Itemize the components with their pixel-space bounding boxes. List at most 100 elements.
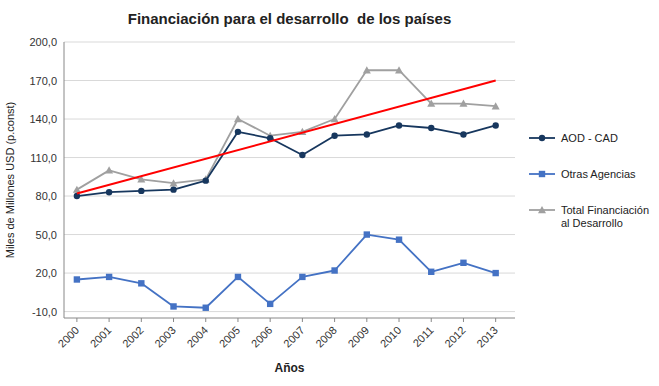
series <box>74 231 499 311</box>
x-tick-label: 2003 <box>152 324 178 350</box>
legend-label-line: Total Financiación <box>561 204 649 216</box>
point <box>331 133 337 139</box>
x-tick-label: 2010 <box>378 324 404 350</box>
y-tick-label: 140,0 <box>29 113 57 125</box>
grid <box>64 42 515 312</box>
point <box>364 131 370 137</box>
x-tick <box>237 318 238 322</box>
y-tick-label: -10,0 <box>32 306 57 318</box>
point <box>170 186 176 192</box>
legend-label-line: al Desarrollo <box>561 217 623 229</box>
point <box>170 303 176 309</box>
point <box>299 274 305 280</box>
point <box>105 166 113 173</box>
x-tick <box>302 318 303 322</box>
point <box>170 179 178 186</box>
title: Financiación para el desarrollo de los p… <box>128 10 451 27</box>
x-tick-label: 2012 <box>442 324 468 350</box>
x-tick <box>173 318 174 322</box>
x-tick <box>109 318 110 322</box>
point <box>364 231 370 237</box>
point <box>234 115 242 122</box>
x-tick <box>270 318 271 322</box>
trend-line <box>77 81 496 194</box>
point <box>460 131 466 137</box>
grid-line <box>64 196 515 197</box>
x-tick-label: 2007 <box>281 324 307 350</box>
point <box>427 100 435 107</box>
grid-line <box>64 119 515 120</box>
y-axis-label: Miles de Millones USD (p.const) <box>4 102 16 259</box>
x-tick <box>399 318 400 322</box>
point <box>235 274 241 280</box>
y-tick-label: 110,0 <box>30 152 57 164</box>
legend: AOD - CAD Otras Agencias Total Financiació… <box>529 132 649 229</box>
point <box>492 122 498 128</box>
legend-swatch <box>539 171 545 177</box>
legend-label-line: AOD - CAD <box>561 132 618 144</box>
point <box>460 260 466 266</box>
grid-line <box>64 311 515 312</box>
x-tick <box>205 318 206 322</box>
legend-label: Total Financiaciónal Desarrollo <box>561 204 649 229</box>
point <box>299 152 305 158</box>
point <box>331 115 339 122</box>
grid-line <box>64 42 515 43</box>
grid-line <box>64 157 515 158</box>
x-tick <box>141 318 142 322</box>
x-tick <box>334 318 335 322</box>
legend-label-line: Otras Agencias <box>561 168 636 180</box>
y-axis <box>64 42 65 318</box>
x-tick <box>366 318 367 322</box>
point <box>74 276 80 282</box>
y-tick-label: 170,0 <box>29 75 57 87</box>
point <box>396 236 402 242</box>
grid-line <box>64 234 515 235</box>
legend-label: AOD - CAD <box>561 132 618 144</box>
chart: Financiación para el desarrollo de los p… <box>0 0 659 386</box>
x-tick <box>431 318 432 322</box>
x-axis-label: Años <box>275 361 305 375</box>
point <box>138 188 144 194</box>
x-tick-label: 2011 <box>410 324 435 349</box>
series-line <box>77 235 496 308</box>
point <box>106 274 112 280</box>
x-tick-label: 2006 <box>249 324 275 350</box>
point <box>459 100 467 107</box>
series-line <box>77 70 496 189</box>
x-tick-label: 2002 <box>120 324 146 350</box>
point <box>428 269 434 275</box>
point <box>396 122 402 128</box>
point <box>138 280 144 286</box>
point <box>235 129 241 135</box>
point <box>428 125 434 131</box>
point <box>492 270 498 276</box>
grid-line <box>64 80 515 81</box>
y-tick-label: 200,0 <box>29 36 57 48</box>
point <box>331 267 337 273</box>
x-tick-label: 2004 <box>184 324 210 350</box>
legend-label: Otras Agencias <box>561 168 636 180</box>
point <box>492 102 500 109</box>
point <box>106 189 112 195</box>
x-axis <box>64 318 515 319</box>
x-tick-label: 2013 <box>474 324 500 350</box>
x-tick-label: 2000 <box>56 324 82 350</box>
legend-swatch <box>539 135 545 141</box>
point <box>203 177 209 183</box>
y-tick-label: 80,0 <box>36 190 57 202</box>
x-tick <box>495 318 496 322</box>
point <box>395 66 403 73</box>
x-tick-label: 2001 <box>88 324 114 350</box>
point <box>363 66 371 73</box>
x-tick-label: 2005 <box>217 324 243 350</box>
legend-swatch <box>538 206 546 213</box>
grid-line <box>64 273 515 274</box>
x-tick-label: 2009 <box>345 324 371 350</box>
y-tick-label: 20,0 <box>36 267 57 279</box>
x-tick <box>463 318 464 322</box>
x-tick-label: 2008 <box>313 324 339 350</box>
plot-area <box>73 66 500 311</box>
series <box>74 122 499 199</box>
x-tick <box>76 318 77 322</box>
